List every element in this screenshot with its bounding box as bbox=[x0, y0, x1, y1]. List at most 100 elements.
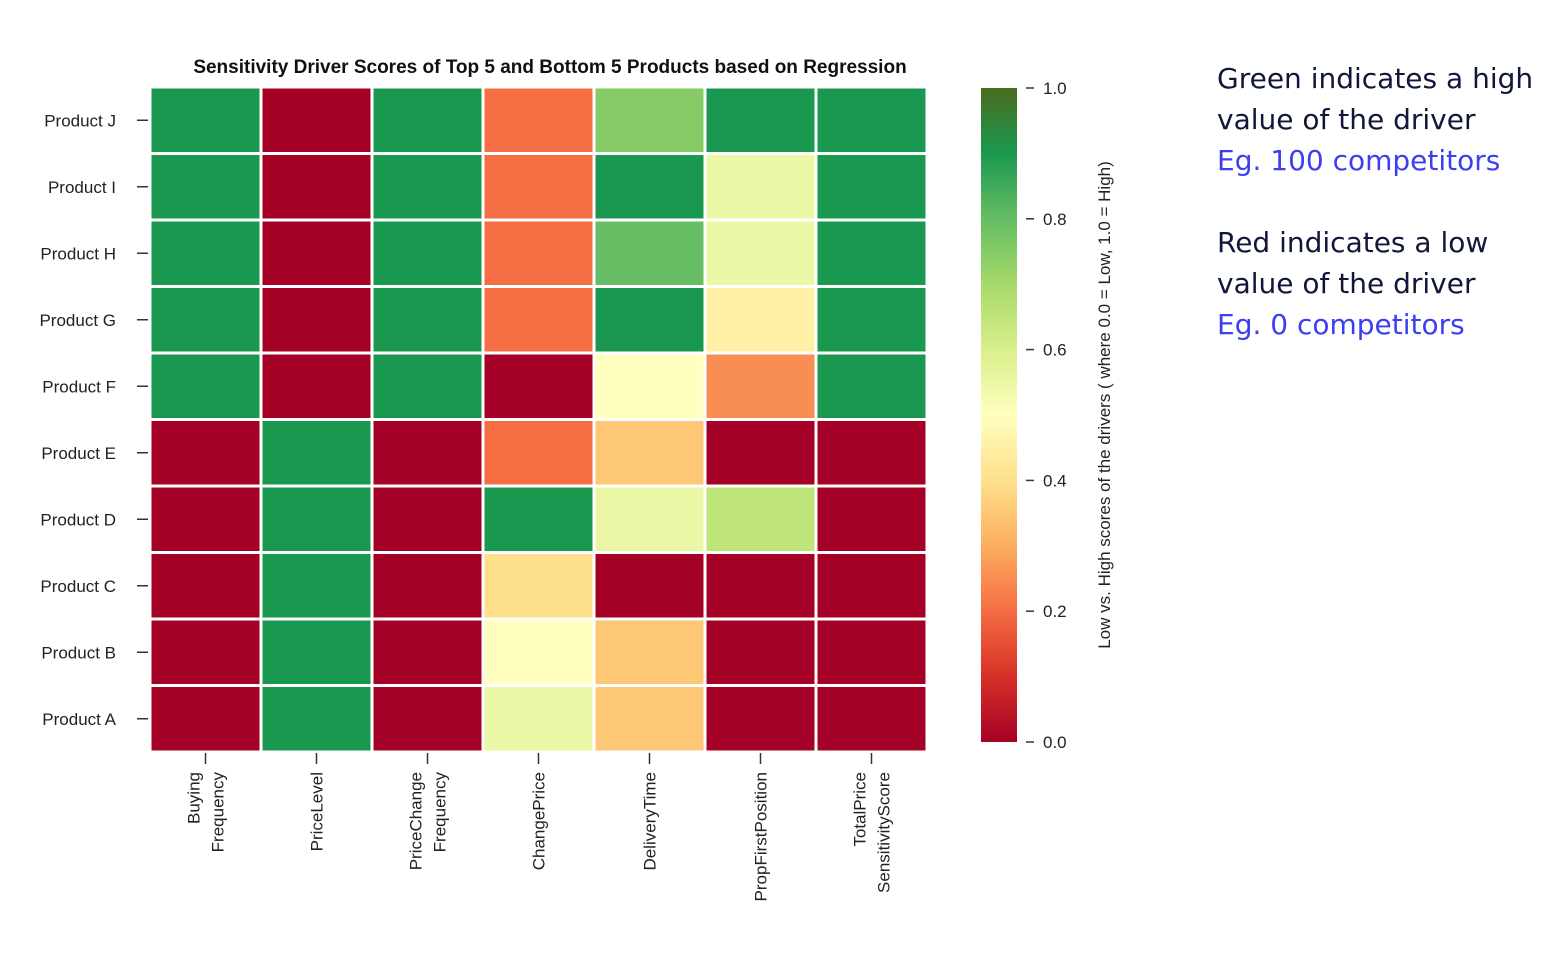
row-label: Product D bbox=[40, 510, 116, 529]
heatmap-cell bbox=[148, 218, 263, 288]
row-label: Product F bbox=[42, 377, 116, 396]
heatmap-cell bbox=[370, 152, 485, 222]
heatmap-cell bbox=[481, 418, 596, 488]
heatmap-cell bbox=[370, 484, 485, 554]
heatmap-cell bbox=[148, 484, 263, 554]
row-label: Product G bbox=[39, 311, 116, 330]
heatmap-cell bbox=[592, 351, 707, 421]
column-label: ChangePrice bbox=[530, 772, 549, 870]
row-label: Product C bbox=[40, 577, 116, 596]
heatmap-cell bbox=[259, 418, 374, 488]
heatmap-cell bbox=[259, 285, 374, 355]
heatmap-cell bbox=[592, 684, 707, 754]
heatmap-cell bbox=[259, 218, 374, 288]
heatmap-cell bbox=[259, 684, 374, 754]
heatmap-cell bbox=[481, 285, 596, 355]
heatmap-cell bbox=[370, 351, 485, 421]
heatmap-cell bbox=[259, 551, 374, 621]
heatmap-cell bbox=[148, 617, 263, 687]
heatmap-cell bbox=[814, 418, 929, 488]
heatmap-cell bbox=[148, 418, 263, 488]
heatmap-cell bbox=[259, 85, 374, 155]
heatmap-cell bbox=[814, 85, 929, 155]
heatmap-cell bbox=[703, 484, 818, 554]
heatmap-cell bbox=[370, 218, 485, 288]
heatmap-cell bbox=[703, 285, 818, 355]
heatmap-cell bbox=[703, 85, 818, 155]
heatmap-cell bbox=[148, 285, 263, 355]
heatmap-cell bbox=[592, 617, 707, 687]
heatmap-cell bbox=[703, 152, 818, 222]
chart-title: Sensitivity Driver Scores of Top 5 and B… bbox=[193, 57, 906, 78]
red-note-line2: value of the driver bbox=[1217, 267, 1476, 300]
heatmap-cell bbox=[703, 684, 818, 754]
red-note-line1: Red indicates a low bbox=[1217, 226, 1489, 259]
heatmap-cell bbox=[592, 551, 707, 621]
colorbar-tick-label: 0.2 bbox=[1043, 602, 1067, 621]
red-note-example: Eg. 0 competitors bbox=[1217, 308, 1465, 341]
heatmap-cell bbox=[259, 484, 374, 554]
heatmap-cell bbox=[814, 551, 929, 621]
heatmap-cell bbox=[481, 351, 596, 421]
heatmap-cell bbox=[814, 152, 929, 222]
green-note-line2: value of the driver bbox=[1217, 103, 1476, 136]
heatmap-cell bbox=[481, 551, 596, 621]
heatmap-cell bbox=[814, 285, 929, 355]
heatmap-cell bbox=[148, 351, 263, 421]
heatmap-cell bbox=[370, 684, 485, 754]
heatmap-cell bbox=[148, 551, 263, 621]
colorbar-label: Low vs. High scores of the drivers ( whe… bbox=[1095, 161, 1114, 649]
heatmap-cell bbox=[481, 484, 596, 554]
heatmap-cell bbox=[592, 152, 707, 222]
column-label: Frequency bbox=[209, 772, 228, 853]
heatmap-cell bbox=[703, 218, 818, 288]
heatmap-cell bbox=[814, 484, 929, 554]
heatmap-cell bbox=[370, 285, 485, 355]
heatmap-cell bbox=[814, 684, 929, 754]
red-note: Red indicates a low value of the driver … bbox=[1217, 222, 1488, 345]
heatmap-cell bbox=[370, 418, 485, 488]
column-label: PriceChange bbox=[407, 772, 426, 870]
heatmap-cell bbox=[703, 351, 818, 421]
heatmap-cell bbox=[703, 617, 818, 687]
heatmap-cell bbox=[814, 617, 929, 687]
column-label: TotalPrice bbox=[851, 772, 870, 847]
column-label: Buying bbox=[185, 772, 204, 824]
heatmap-cell bbox=[259, 351, 374, 421]
row-label: Product J bbox=[44, 111, 116, 130]
heatmap-cell bbox=[481, 152, 596, 222]
column-label: Frequency bbox=[431, 772, 450, 853]
colorbar-tick-label: 0.6 bbox=[1043, 341, 1067, 360]
heatmap-cell bbox=[814, 351, 929, 421]
column-label: PriceLevel bbox=[308, 772, 327, 851]
heatmap-cell bbox=[703, 551, 818, 621]
colorbar-tick-label: 0.0 bbox=[1043, 733, 1067, 752]
heatmap-cell bbox=[592, 418, 707, 488]
column-label: PropFirstPosition bbox=[752, 772, 771, 901]
heatmap-cell bbox=[592, 85, 707, 155]
colorbar-tick-label: 1.0 bbox=[1043, 79, 1067, 98]
row-label: Product E bbox=[41, 444, 116, 463]
heatmap-cell bbox=[370, 85, 485, 155]
heatmap-cell bbox=[148, 684, 263, 754]
heatmap-cell bbox=[148, 152, 263, 222]
heatmap-cell bbox=[481, 85, 596, 155]
column-label: SensitivityScore bbox=[875, 772, 894, 893]
heatmap-cell bbox=[370, 551, 485, 621]
heatmap-cell bbox=[592, 218, 707, 288]
heatmap-cell bbox=[148, 85, 263, 155]
heatmap-cell bbox=[481, 218, 596, 288]
heatmap-cell bbox=[592, 285, 707, 355]
green-note-line1: Green indicates a high bbox=[1217, 62, 1534, 95]
colorbar-tick-label: 0.8 bbox=[1043, 210, 1067, 229]
heatmap-cell bbox=[703, 418, 818, 488]
heatmap-cell bbox=[481, 617, 596, 687]
colorbar-tick-label: 0.4 bbox=[1043, 471, 1067, 490]
heatmap-cell bbox=[259, 152, 374, 222]
row-label: Product I bbox=[48, 178, 116, 197]
row-label: Product B bbox=[41, 643, 116, 662]
green-note-example: Eg. 100 competitors bbox=[1217, 144, 1501, 177]
row-label: Product A bbox=[42, 710, 116, 729]
column-label: DeliveryTime bbox=[641, 772, 660, 871]
heatmap-cell bbox=[259, 617, 374, 687]
